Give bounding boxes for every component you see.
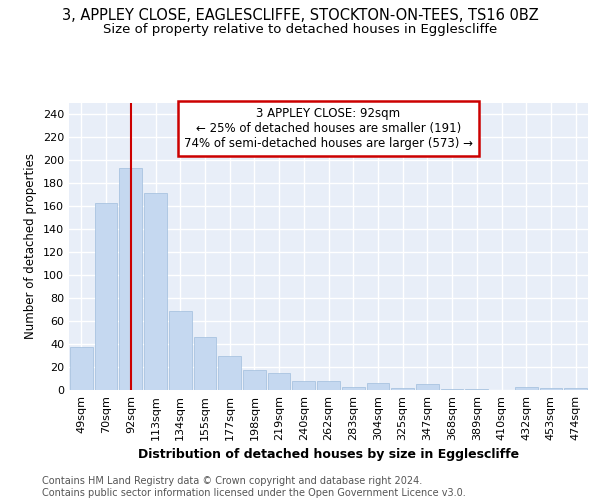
Bar	[367, 383, 389, 390]
Y-axis label: Number of detached properties: Number of detached properties	[25, 153, 37, 340]
Bar	[70, 348, 93, 390]
Text: Contains HM Land Registry data © Crown copyright and database right 2024.
Contai: Contains HM Land Registry data © Crown c…	[42, 476, 466, 498]
Bar	[268, 373, 290, 390]
Bar	[194, 337, 216, 390]
Bar	[416, 384, 439, 390]
Bar	[342, 386, 365, 390]
Bar	[144, 194, 167, 390]
Text: 3, APPLEY CLOSE, EAGLESCLIFFE, STOCKTON-ON-TEES, TS16 0BZ: 3, APPLEY CLOSE, EAGLESCLIFFE, STOCKTON-…	[62, 8, 538, 22]
Text: 3 APPLEY CLOSE: 92sqm
← 25% of detached houses are smaller (191)
74% of semi-det: 3 APPLEY CLOSE: 92sqm ← 25% of detached …	[184, 107, 473, 150]
Bar	[539, 388, 562, 390]
Text: Size of property relative to detached houses in Egglescliffe: Size of property relative to detached ho…	[103, 22, 497, 36]
Bar	[218, 356, 241, 390]
Bar	[441, 389, 463, 390]
X-axis label: Distribution of detached houses by size in Egglescliffe: Distribution of detached houses by size …	[138, 448, 519, 462]
Bar	[95, 202, 118, 390]
Bar	[317, 381, 340, 390]
Bar	[119, 168, 142, 390]
Bar	[292, 381, 315, 390]
Bar	[391, 388, 414, 390]
Bar	[243, 370, 266, 390]
Bar	[564, 388, 587, 390]
Bar	[515, 386, 538, 390]
Bar	[169, 310, 191, 390]
Bar	[466, 389, 488, 390]
